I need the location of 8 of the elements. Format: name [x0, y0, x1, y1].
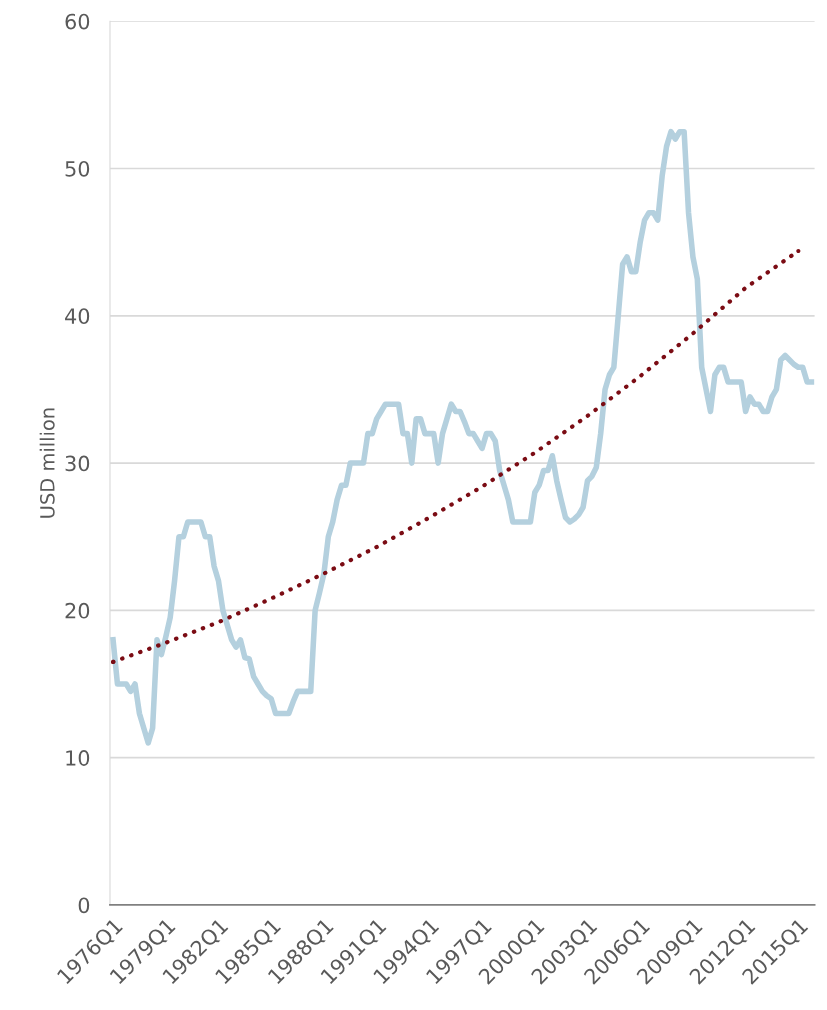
- y-tick-label: 40: [65, 308, 90, 324]
- y-tick-label: 20: [65, 602, 90, 619]
- y-tick-label: 10: [66, 750, 90, 766]
- y-tick-label: 50: [65, 160, 90, 177]
- y-tick-label: 60: [65, 13, 90, 30]
- y-tick-label: 30: [65, 455, 90, 472]
- y-tick-label: 0: [78, 897, 90, 914]
- y-axis-title: USD million: [39, 408, 55, 518]
